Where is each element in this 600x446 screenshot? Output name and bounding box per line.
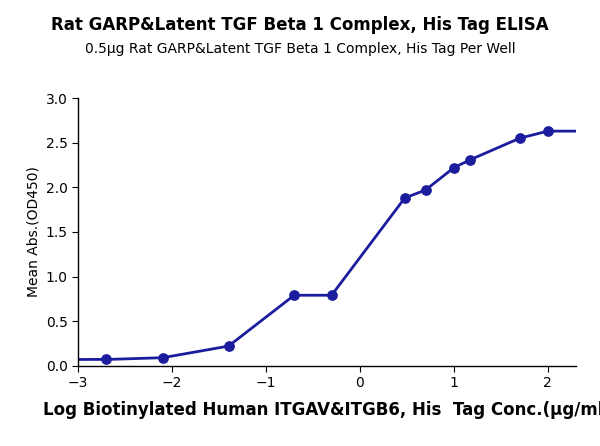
Point (158, 354, 167, 361)
Point (101, 356, 111, 363)
Point (289, 292, 299, 299)
Y-axis label: Mean Abs.(OD450): Mean Abs.(OD450) (26, 166, 40, 297)
Point (543, 128, 553, 135)
Point (515, 135, 524, 142)
Point (421, 186, 430, 194)
Text: 0.5μg Rat GARP&Latent TGF Beta 1 Complex, His Tag Per Well: 0.5μg Rat GARP&Latent TGF Beta 1 Complex… (85, 42, 515, 56)
X-axis label: Log Biotinylated Human ITGAV&ITGB6, His  Tag Conc.(μg/ml): Log Biotinylated Human ITGAV&ITGB6, His … (43, 401, 600, 419)
Point (327, 292, 337, 299)
Point (400, 194, 410, 202)
Text: Rat GARP&Latent TGF Beta 1 Complex, His Tag ELISA: Rat GARP&Latent TGF Beta 1 Complex, His … (51, 16, 549, 33)
Point (224, 343, 233, 350)
Point (466, 156, 475, 163)
Point (449, 164, 458, 171)
